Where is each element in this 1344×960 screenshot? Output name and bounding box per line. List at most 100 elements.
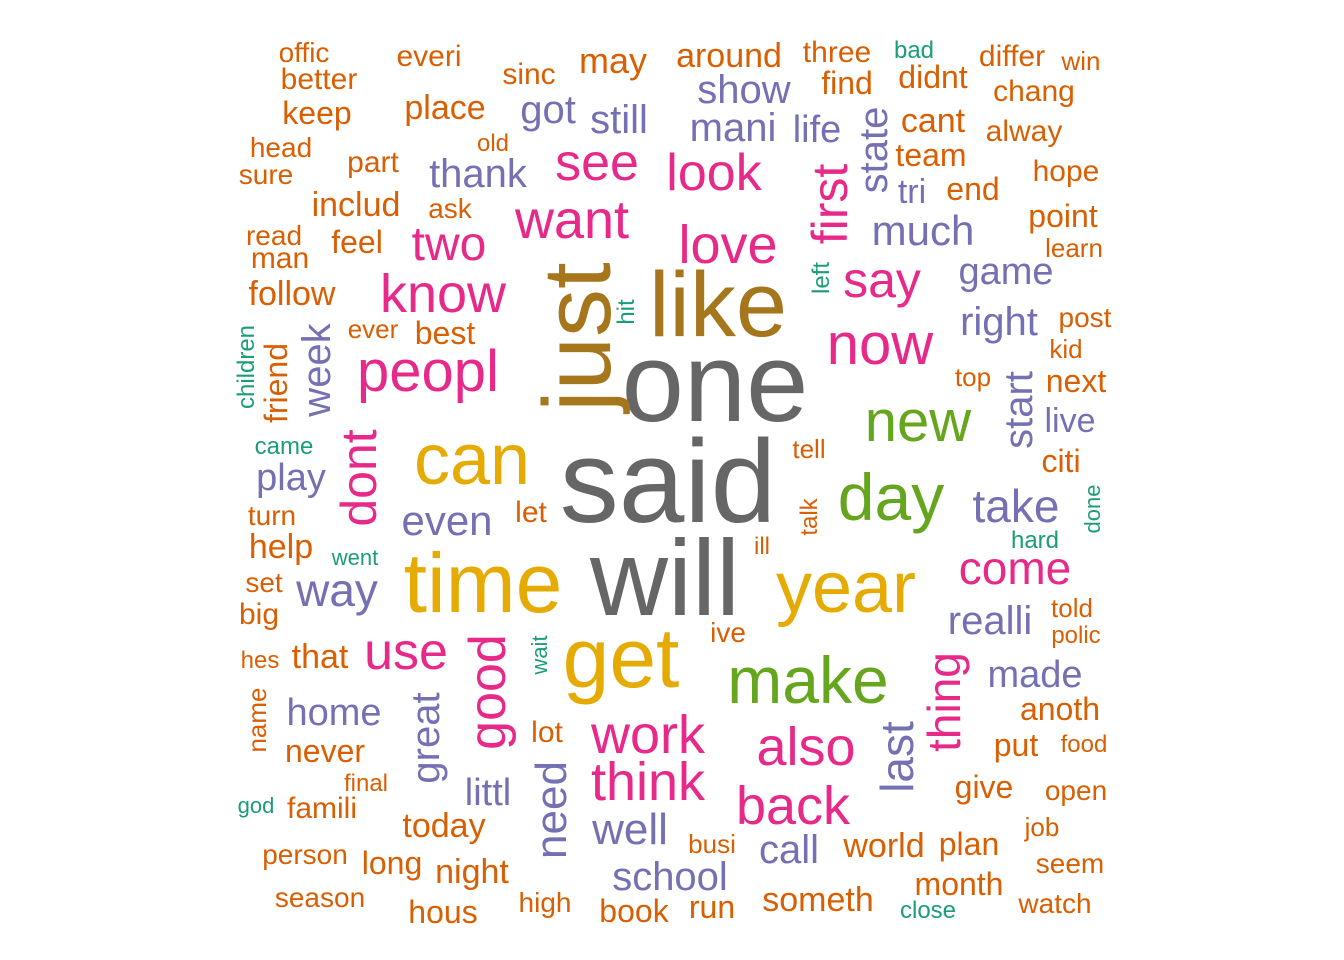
word-time: time <box>403 536 563 630</box>
word-didnt: didnt <box>898 59 968 95</box>
word-littl: littl <box>464 772 512 814</box>
word-team: team <box>895 137 967 173</box>
word-read: read <box>245 220 303 251</box>
word-also: also <box>756 717 856 777</box>
word-ill: ill <box>754 533 770 560</box>
word-month: month <box>914 866 1004 902</box>
word-point: point <box>1028 198 1098 234</box>
word-long: long <box>361 845 423 881</box>
word-run: run <box>688 889 736 925</box>
word-cant: cant <box>900 102 966 140</box>
word-dont: dont <box>331 429 387 527</box>
word-that: that <box>291 638 349 676</box>
word-post: post <box>1058 302 1112 333</box>
word-love: love <box>678 215 778 275</box>
word-polic: polic <box>1051 622 1101 649</box>
word-head: head <box>249 132 313 163</box>
word-know: know <box>379 264 507 324</box>
word-season: season <box>274 882 366 913</box>
word-kid: kid <box>1049 334 1083 364</box>
word-two: two <box>411 218 487 271</box>
word-god: god <box>237 793 275 818</box>
word-includ: includ <box>311 186 401 224</box>
word-lot: lot <box>531 716 563 749</box>
word-think: think <box>590 752 706 812</box>
word-will: will <box>590 517 740 638</box>
word-book: book <box>599 893 669 929</box>
word-see: see <box>555 134 639 192</box>
word-play: play <box>256 457 326 499</box>
word-home: home <box>286 692 382 734</box>
word-left: left <box>808 261 835 295</box>
word-say: say <box>843 252 921 308</box>
word-told: told <box>1051 593 1093 623</box>
word-new: new <box>864 389 972 454</box>
word-may: may <box>578 40 648 81</box>
word-food: food <box>1060 731 1108 758</box>
word-want: want <box>514 190 630 250</box>
word-chang: chang <box>993 75 1075 108</box>
word-find: find <box>821 65 873 101</box>
word-can: can <box>413 420 531 500</box>
word-first: first <box>802 163 858 245</box>
word-show: show <box>697 68 791 112</box>
word-give: give <box>954 769 1014 805</box>
word-ive: ive <box>710 617 746 648</box>
word-said: said <box>559 416 777 548</box>
word-made: made <box>987 654 1083 696</box>
word-came: came <box>254 433 314 460</box>
word-around: around <box>676 37 782 75</box>
word-work: work <box>590 705 706 765</box>
word-last: last <box>871 721 923 793</box>
word-even: even <box>401 497 493 544</box>
word-someth: someth <box>762 881 874 919</box>
word-hope: hope <box>1032 155 1100 188</box>
word-great: great <box>404 692 448 784</box>
word-never: never <box>284 733 366 769</box>
word-open: open <box>1044 775 1108 806</box>
word-mani: mani <box>689 106 777 150</box>
word-thing: thing <box>918 652 970 752</box>
word-alway: alway <box>985 115 1063 148</box>
word-thank: thank <box>429 152 527 196</box>
word-right: right <box>960 300 1038 344</box>
word-help: help <box>248 528 314 566</box>
word-job: job <box>1024 812 1060 842</box>
word-ask: ask <box>428 193 472 224</box>
word-tell: tell <box>792 434 826 464</box>
word-busi: busi <box>688 829 736 859</box>
word-next: next <box>1045 363 1107 399</box>
word-tri: tri <box>897 173 927 211</box>
word-year: year <box>775 548 917 628</box>
word-bad: bad <box>893 37 935 64</box>
word-life: life <box>792 109 842 151</box>
word-just: just <box>524 262 631 412</box>
word-win: win <box>1061 46 1101 76</box>
word-night: night <box>435 853 509 891</box>
word-game: game <box>958 251 1054 293</box>
word-three: three <box>802 36 872 69</box>
word-talk: talk <box>796 498 823 536</box>
word-anoth: anoth <box>1019 691 1101 727</box>
word-put: put <box>993 727 1039 763</box>
word-ever: ever <box>347 314 399 344</box>
word-make: make <box>727 643 889 717</box>
word-done: done <box>1080 484 1105 534</box>
word-top: top <box>954 362 992 392</box>
word-big: big <box>238 598 280 631</box>
word-famili: famili <box>286 792 358 825</box>
word-start: start <box>997 371 1041 449</box>
word-realli: realli <box>947 599 1033 643</box>
word-get: get <box>562 611 680 705</box>
word-man: man <box>250 242 310 275</box>
word-way: way <box>296 564 378 616</box>
word-offic: offic <box>278 37 330 68</box>
word-good: good <box>459 634 517 750</box>
word-feel: feel <box>331 224 383 260</box>
word-world: world <box>843 827 925 865</box>
word-back: back <box>735 776 851 836</box>
word-friend: friend <box>258 342 294 424</box>
word-today: today <box>402 807 486 845</box>
word-name: name <box>242 687 272 753</box>
